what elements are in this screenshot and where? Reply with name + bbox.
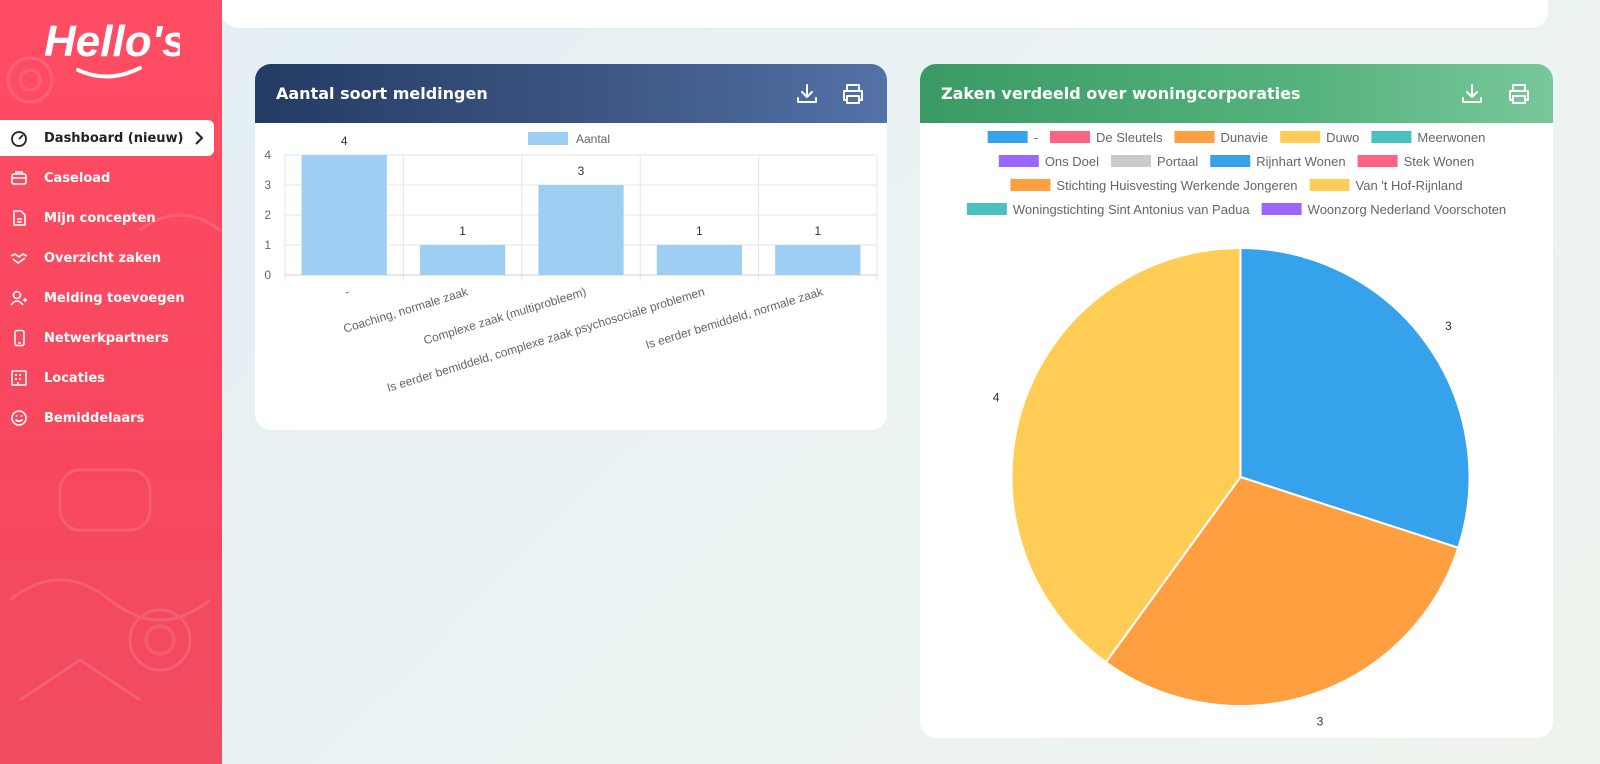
y-tick-label: 3 bbox=[264, 178, 271, 192]
print-icon[interactable] bbox=[1507, 82, 1531, 106]
legend-swatch bbox=[1111, 155, 1152, 167]
sidebar-item-label: Caseload bbox=[44, 170, 111, 186]
legend-label: Van 't Hof-Rijnland bbox=[1356, 178, 1463, 193]
legend-label: Dunavie bbox=[1220, 130, 1268, 145]
legend-label: Stek Wonen bbox=[1404, 154, 1475, 169]
sidebar-item-caseload[interactable]: Caseload bbox=[0, 160, 214, 196]
pie-chart: - De Sleutels Dunavie Duwo Meerwonen Ons Doel… bbox=[966, 130, 1507, 728]
legend-swatch bbox=[1010, 179, 1051, 191]
legend-label: - bbox=[1034, 130, 1038, 145]
pie-slice bbox=[1010, 246, 1242, 664]
slice-value-label: 3 bbox=[1317, 714, 1324, 728]
sidebar-item-label: Dashboard (nieuw) bbox=[44, 130, 184, 146]
legend-swatch bbox=[987, 131, 1028, 143]
bar bbox=[419, 245, 506, 275]
y-tick-label: 0 bbox=[264, 268, 271, 282]
top-card-strip bbox=[222, 0, 1548, 29]
sidebar-item-netwerkpartners[interactable]: Netwerkpartners bbox=[0, 320, 214, 356]
bar bbox=[656, 245, 743, 275]
data-label: 1 bbox=[814, 224, 821, 238]
legend-swatch bbox=[1261, 203, 1302, 215]
legend-label: Portaal bbox=[1157, 154, 1198, 169]
legend-swatch bbox=[998, 155, 1039, 167]
legend-label: Rijnhart Wonen bbox=[1256, 154, 1345, 169]
download-icon[interactable] bbox=[1460, 82, 1484, 106]
sidebar-background-pattern bbox=[6, 56, 222, 702]
legend-swatch bbox=[1049, 131, 1090, 143]
x-tick-label: - bbox=[343, 284, 351, 299]
legend-swatch bbox=[1280, 131, 1321, 143]
sidebar-item-label: Locaties bbox=[44, 370, 105, 386]
handshake-icon bbox=[10, 253, 28, 264]
data-label: 4 bbox=[341, 134, 348, 148]
sidebar-item-dashboard[interactable]: Dashboard (nieuw) bbox=[0, 120, 214, 156]
slice-value-label: 4 bbox=[993, 391, 1000, 405]
sidebar-item-label: Overzicht zaken bbox=[44, 250, 162, 266]
card-title: Aantal soort meldingen bbox=[276, 84, 488, 103]
building-icon bbox=[11, 370, 27, 386]
y-tick-label: 1 bbox=[264, 238, 271, 252]
sidebar-item-label: Netwerkpartners bbox=[44, 330, 169, 346]
legend-label: Woonzorg Nederland Voorschoten bbox=[1308, 202, 1507, 217]
legend-label: Ons Doel bbox=[1045, 154, 1099, 169]
sidebar-item-overzicht-zaken[interactable]: Overzicht zaken bbox=[0, 240, 214, 276]
y-tick-label: 4 bbox=[264, 148, 271, 162]
bar-chart-card-header: Aantal soort meldingen bbox=[255, 64, 887, 123]
sidebar-item-label: Mijn concepten bbox=[44, 210, 156, 226]
legend-label: Duwo bbox=[1326, 130, 1359, 145]
smiley-icon bbox=[11, 410, 27, 426]
sidebar-item-locaties[interactable]: Locaties bbox=[0, 360, 214, 396]
data-label: 1 bbox=[459, 224, 466, 238]
sidebar-item-bemiddelaars[interactable]: Bemiddelaars bbox=[0, 400, 214, 436]
pie-chart-card-header: Zaken verdeeld over woningcorporaties bbox=[920, 64, 1553, 123]
legend-swatch bbox=[528, 132, 568, 145]
pie-slice bbox=[1104, 475, 1460, 707]
data-label: 3 bbox=[578, 164, 585, 178]
sidebar-item-label: Bemiddelaars bbox=[44, 410, 145, 426]
y-tick-label: 2 bbox=[264, 208, 271, 222]
pie-chart-card: Zaken verdeeld over woningcorporaties - D… bbox=[920, 64, 1553, 738]
briefcase-icon bbox=[11, 171, 27, 185]
legend-swatch bbox=[966, 203, 1007, 215]
gauge-icon bbox=[11, 131, 27, 147]
sidebar-item-mijn-concepten[interactable]: Mijn concepten bbox=[0, 200, 214, 236]
legend-label: Aantal bbox=[576, 132, 610, 146]
legend-label: Woningstichting Sint Antonius van Padua bbox=[1013, 202, 1251, 217]
document-icon bbox=[13, 210, 26, 226]
legend-label: De Sleutels bbox=[1096, 130, 1163, 145]
print-icon[interactable] bbox=[841, 82, 865, 106]
pie-slice bbox=[1239, 246, 1471, 550]
legend-swatch bbox=[1174, 131, 1215, 143]
phone-icon bbox=[14, 329, 25, 347]
chevron-right-icon bbox=[195, 131, 204, 145]
legend-swatch bbox=[1210, 155, 1251, 167]
hellos-logo: Hello's bbox=[44, 17, 180, 79]
sidebar: Hello's Dashboard (nieuw) Caseload Mijn … bbox=[0, 0, 222, 764]
download-icon[interactable] bbox=[795, 82, 819, 106]
sidebar-item-melding-toevoegen[interactable]: Melding toevoegen bbox=[0, 280, 214, 316]
bar bbox=[301, 155, 387, 275]
card-title: Zaken verdeeld over woningcorporaties bbox=[941, 84, 1301, 103]
legend-label: Stichting Huisvesting Werkende Jongeren bbox=[1056, 178, 1297, 193]
svg-text:Hello's: Hello's bbox=[44, 17, 180, 66]
sidebar-item-label: Melding toevoegen bbox=[44, 290, 185, 306]
sidebar-nav: Dashboard (nieuw) Caseload Mijn concepte… bbox=[0, 120, 222, 440]
legend-swatch bbox=[1371, 131, 1412, 143]
bar bbox=[775, 245, 861, 275]
legend-label: Meerwonen bbox=[1417, 130, 1485, 145]
data-label: 1 bbox=[696, 224, 703, 238]
slice-value-label: 3 bbox=[1445, 319, 1452, 333]
legend-swatch bbox=[1309, 179, 1350, 191]
user-add-icon bbox=[10, 290, 27, 306]
bar-chart-card: Aantal soort meldingen Aantal 0 1 2 3 4 4-1 Coa… bbox=[255, 64, 887, 430]
legend-swatch bbox=[1357, 155, 1398, 167]
bar bbox=[538, 185, 624, 275]
